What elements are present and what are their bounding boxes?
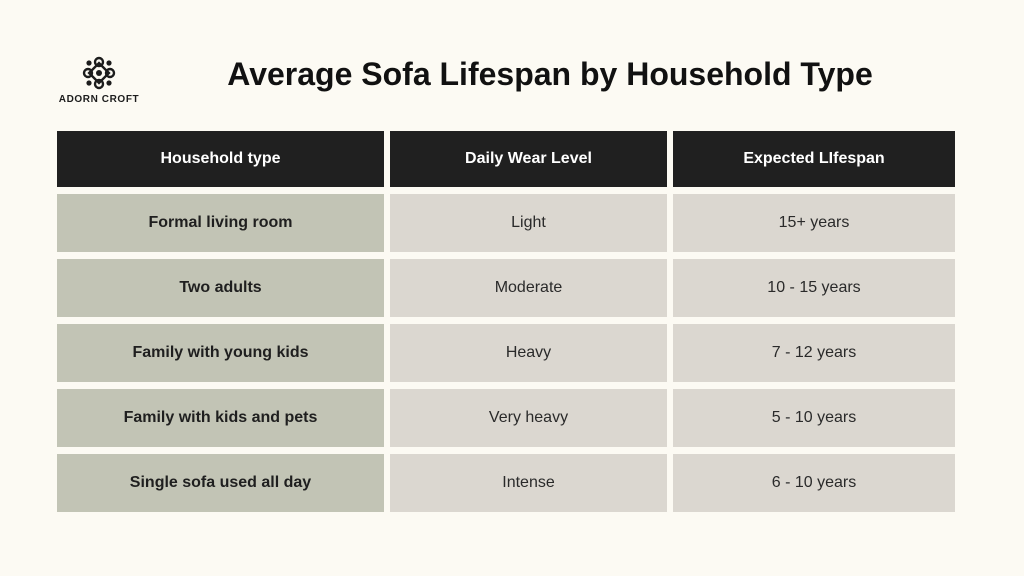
- lifespan-cell: 6 - 10 years: [673, 454, 955, 512]
- brand-logo: ADORN CROFT: [56, 56, 142, 105]
- household-type-cell: Formal living room: [57, 194, 384, 252]
- household-type-cell: Two adults: [57, 259, 384, 317]
- header-daily-wear-level: Daily Wear Level: [390, 131, 667, 187]
- ornamental-knot-icon: [82, 56, 116, 90]
- lifespan-cell: 7 - 12 years: [673, 324, 955, 382]
- page-title: Average Sofa Lifespan by Household Type: [227, 56, 873, 92]
- table-row: Family with kids and pets Very heavy 5 -…: [57, 389, 955, 447]
- wear-level-cell: Light: [390, 194, 667, 252]
- lifespan-cell: 10 - 15 years: [673, 259, 955, 317]
- household-type-cell: Family with young kids: [57, 324, 384, 382]
- wear-level-cell: Very heavy: [390, 389, 667, 447]
- wear-level-cell: Intense: [390, 454, 667, 512]
- header-expected-lifespan: Expected LIfespan: [673, 131, 955, 187]
- table-header-row: Household type Daily Wear Level Expected…: [57, 131, 955, 187]
- lifespan-cell: 15+ years: [673, 194, 955, 252]
- wear-level-cell: Moderate: [390, 259, 667, 317]
- household-type-cell: Single sofa used all day: [57, 454, 384, 512]
- table-row: Formal living room Light 15+ years: [57, 194, 955, 252]
- table-row: Two adults Moderate 10 - 15 years: [57, 259, 955, 317]
- table-row: Family with young kids Heavy 7 - 12 year…: [57, 324, 955, 382]
- header-household-type: Household type: [57, 131, 384, 187]
- lifespan-cell: 5 - 10 years: [673, 389, 955, 447]
- lifespan-table: Household type Daily Wear Level Expected…: [57, 131, 955, 519]
- wear-level-cell: Heavy: [390, 324, 667, 382]
- table-row: Single sofa used all day Intense 6 - 10 …: [57, 454, 955, 512]
- household-type-cell: Family with kids and pets: [57, 389, 384, 447]
- brand-name: ADORN CROFT: [58, 94, 140, 105]
